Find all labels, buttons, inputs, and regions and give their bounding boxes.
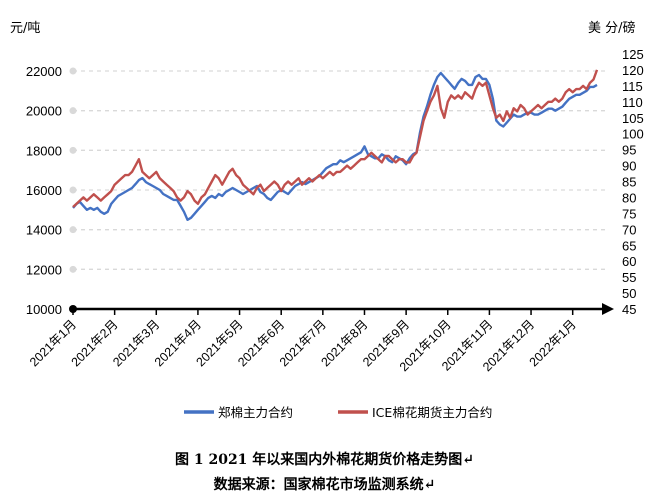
right-axis-tick-label: 70 <box>622 222 636 237</box>
right-axis-tick-label: 45 <box>622 302 636 317</box>
left-axis-tick-label: 16000 <box>26 183 62 198</box>
left-axis-tick-labels: 10000 12000 14000 16000 18000 20000 22000 <box>26 64 62 317</box>
left-axis-tick-label: 14000 <box>26 223 62 238</box>
right-axis-unit-label: 美 分/磅 <box>588 20 636 36</box>
gridline-start-dot <box>69 265 77 273</box>
right-axis-tick-label: 105 <box>622 111 644 126</box>
series-lines <box>72 69 599 221</box>
legend-label-ice: ICE棉花期货主力合约 <box>372 405 492 420</box>
data-source-note: 数据来源：国家棉花市场监测系统↵ <box>213 477 436 493</box>
left-axis-tick-label: 20000 <box>26 104 62 119</box>
right-axis-tick-label: 110 <box>622 95 643 110</box>
right-axis-tick-label: 75 <box>622 206 636 221</box>
x-axis-arrow <box>602 303 614 315</box>
x-axis: 2021年1月2021年2月2021年3月2021年4月2021年5月2021年… <box>27 303 614 374</box>
gridline-start-dot <box>69 67 77 75</box>
left-axis-tick-label: 10000 <box>26 302 62 317</box>
series-line-zheng <box>72 71 598 221</box>
right-axis-tick-label: 125 <box>622 47 644 62</box>
legend-label-zheng: 郑棉主力合约 <box>218 405 293 420</box>
right-axis-tick-label: 50 <box>622 286 636 301</box>
gridlines <box>69 67 606 273</box>
left-axis-tick-label: 18000 <box>26 143 62 158</box>
right-axis-tick-label: 95 <box>622 143 636 158</box>
chart-canvas: 10000 12000 14000 16000 18000 20000 22000 4550… <box>10 20 644 420</box>
right-axis-tick-label: 90 <box>622 159 636 174</box>
right-axis-tick-label: 65 <box>622 238 636 253</box>
left-axis-unit-label: 元/吨 <box>10 21 40 36</box>
right-axis-tick-label: 85 <box>622 175 636 190</box>
gridline-start-dot <box>69 146 77 154</box>
right-axis-tick-label: 80 <box>622 190 636 205</box>
right-axis-tick-label: 100 <box>622 127 644 142</box>
gridline-start-dot <box>69 226 77 234</box>
left-axis-tick-label: 22000 <box>26 64 62 79</box>
right-axis-tick-label: 55 <box>622 270 636 285</box>
right-axis-tick-label: 60 <box>622 254 636 269</box>
gridline-start-dot <box>69 107 77 115</box>
legend: 郑棉主力合约 ICE棉花期货主力合约 <box>184 405 492 420</box>
right-axis-tick-label: 120 <box>622 63 644 78</box>
left-axis-tick-label: 12000 <box>26 262 62 277</box>
right-axis-tick-label: 115 <box>622 79 643 94</box>
series-line-ice <box>72 69 599 208</box>
gridline-start-dot <box>69 186 77 194</box>
figure-caption: 图 1 2021 年以来国内外棉花期货价格走势图↵ <box>174 452 475 468</box>
